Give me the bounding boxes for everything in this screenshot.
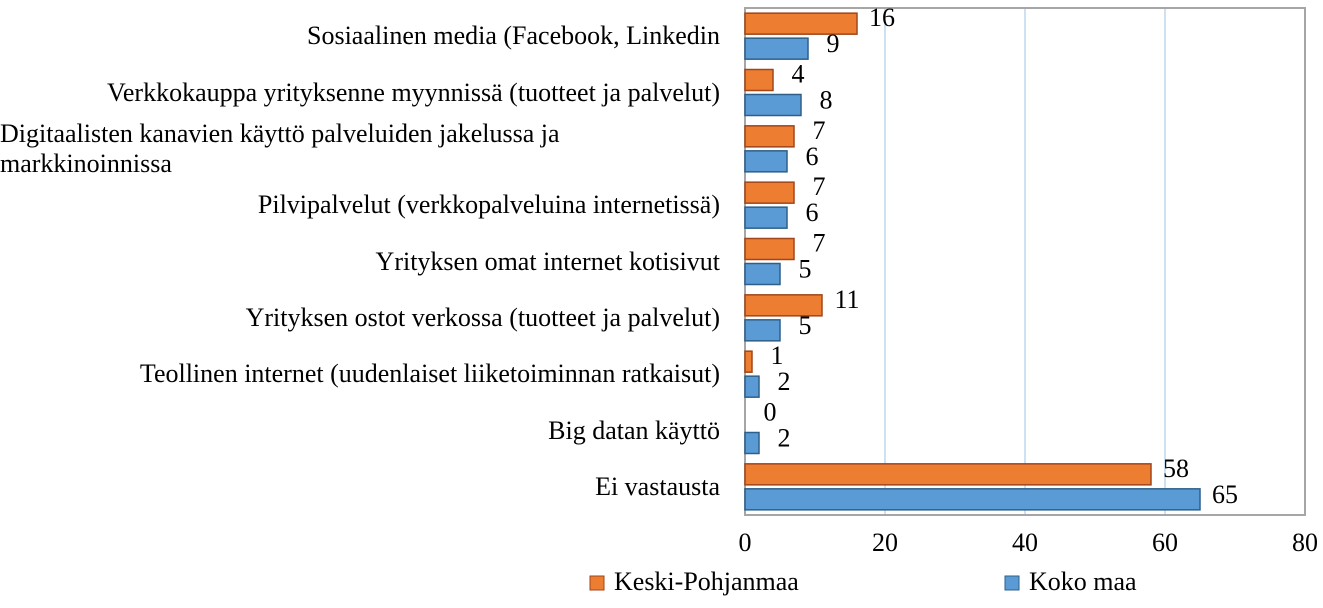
value-label: 2 <box>778 367 791 396</box>
category-label: Verkkokauppa yrityksenne myynnissä (tuot… <box>0 63 720 123</box>
value-label: 8 <box>820 85 833 114</box>
category-text: Teollinen internet (uudenlaiset liiketoi… <box>139 359 720 389</box>
category-text: Ei vastausta <box>595 471 720 501</box>
bar <box>744 150 788 173</box>
category-label: Pilvipalvelut (verkkopalveluina internet… <box>0 175 720 235</box>
category-text: Pilvipalvelut (verkkopalveluina internet… <box>257 190 720 220</box>
category-label: Teollinen internet (uudenlaiset liiketoi… <box>0 344 720 404</box>
x-tick-label: 80 <box>1292 528 1318 557</box>
bar <box>744 93 802 117</box>
value-label: 65 <box>1212 480 1238 509</box>
bar <box>744 262 781 286</box>
plot-border <box>744 7 1306 516</box>
value-label: 6 <box>806 198 819 227</box>
bar <box>744 12 858 35</box>
bar <box>744 125 795 148</box>
category-label: Big datan käyttö <box>0 401 720 461</box>
legend-swatch <box>589 575 605 591</box>
value-label: 5 <box>799 254 812 283</box>
value-label: 7 <box>813 116 826 145</box>
bar <box>744 375 760 398</box>
value-label: 4 <box>792 59 805 88</box>
bar <box>744 181 795 204</box>
value-label: 1 <box>771 341 784 370</box>
value-label: 16 <box>869 3 895 32</box>
value-label: 2 <box>778 423 791 452</box>
category-text: Digitaalisten kanavien käyttö palveluide… <box>0 118 560 178</box>
legend-label: Koko maa <box>1029 567 1137 596</box>
value-label: 5 <box>799 311 812 340</box>
legend-label: Keski-Pohjanmaa <box>614 567 799 596</box>
bar <box>744 237 795 261</box>
category-text: Big datan käyttö <box>548 415 720 445</box>
value-label: 9 <box>827 29 840 58</box>
bar <box>744 350 753 373</box>
category-label: Ei vastausta <box>0 457 720 517</box>
value-label: 0 <box>764 397 777 426</box>
bar <box>744 68 774 92</box>
category-text: Verkkokauppa yrityksenne myynnissä (tuot… <box>106 77 720 107</box>
category-label: Sosiaalinen media (Facebook, Linkedin <box>0 6 720 66</box>
value-label: 7 <box>813 228 826 257</box>
category-label: Yrityksen ostot verkossa (tuotteet ja pa… <box>0 288 720 348</box>
bar <box>744 488 1201 511</box>
category-text: Yrityksen ostot verkossa (tuotteet ja pa… <box>245 302 720 332</box>
bar <box>744 431 760 455</box>
x-tick-label: 0 <box>739 528 752 557</box>
bar <box>744 319 781 342</box>
value-label: 11 <box>834 285 859 314</box>
bar <box>744 294 823 317</box>
bar <box>744 37 809 60</box>
value-label: 6 <box>806 142 819 171</box>
bar <box>744 206 788 229</box>
legend-swatch <box>1004 575 1020 591</box>
x-tick-label: 40 <box>1012 528 1038 557</box>
x-tick-label: 60 <box>1152 528 1178 557</box>
value-label: 58 <box>1163 454 1189 483</box>
category-label: Yrityksen omat internet kotisivut <box>0 232 720 292</box>
value-label: 7 <box>813 172 826 201</box>
bar <box>744 463 1152 486</box>
category-text: Sosiaalinen media (Facebook, Linkedin <box>306 21 720 51</box>
category-text: Yrityksen omat internet kotisivut <box>375 246 720 276</box>
category-label: Digitaalisten kanavien käyttö palveluide… <box>0 119 720 179</box>
x-tick-label: 20 <box>872 528 898 557</box>
